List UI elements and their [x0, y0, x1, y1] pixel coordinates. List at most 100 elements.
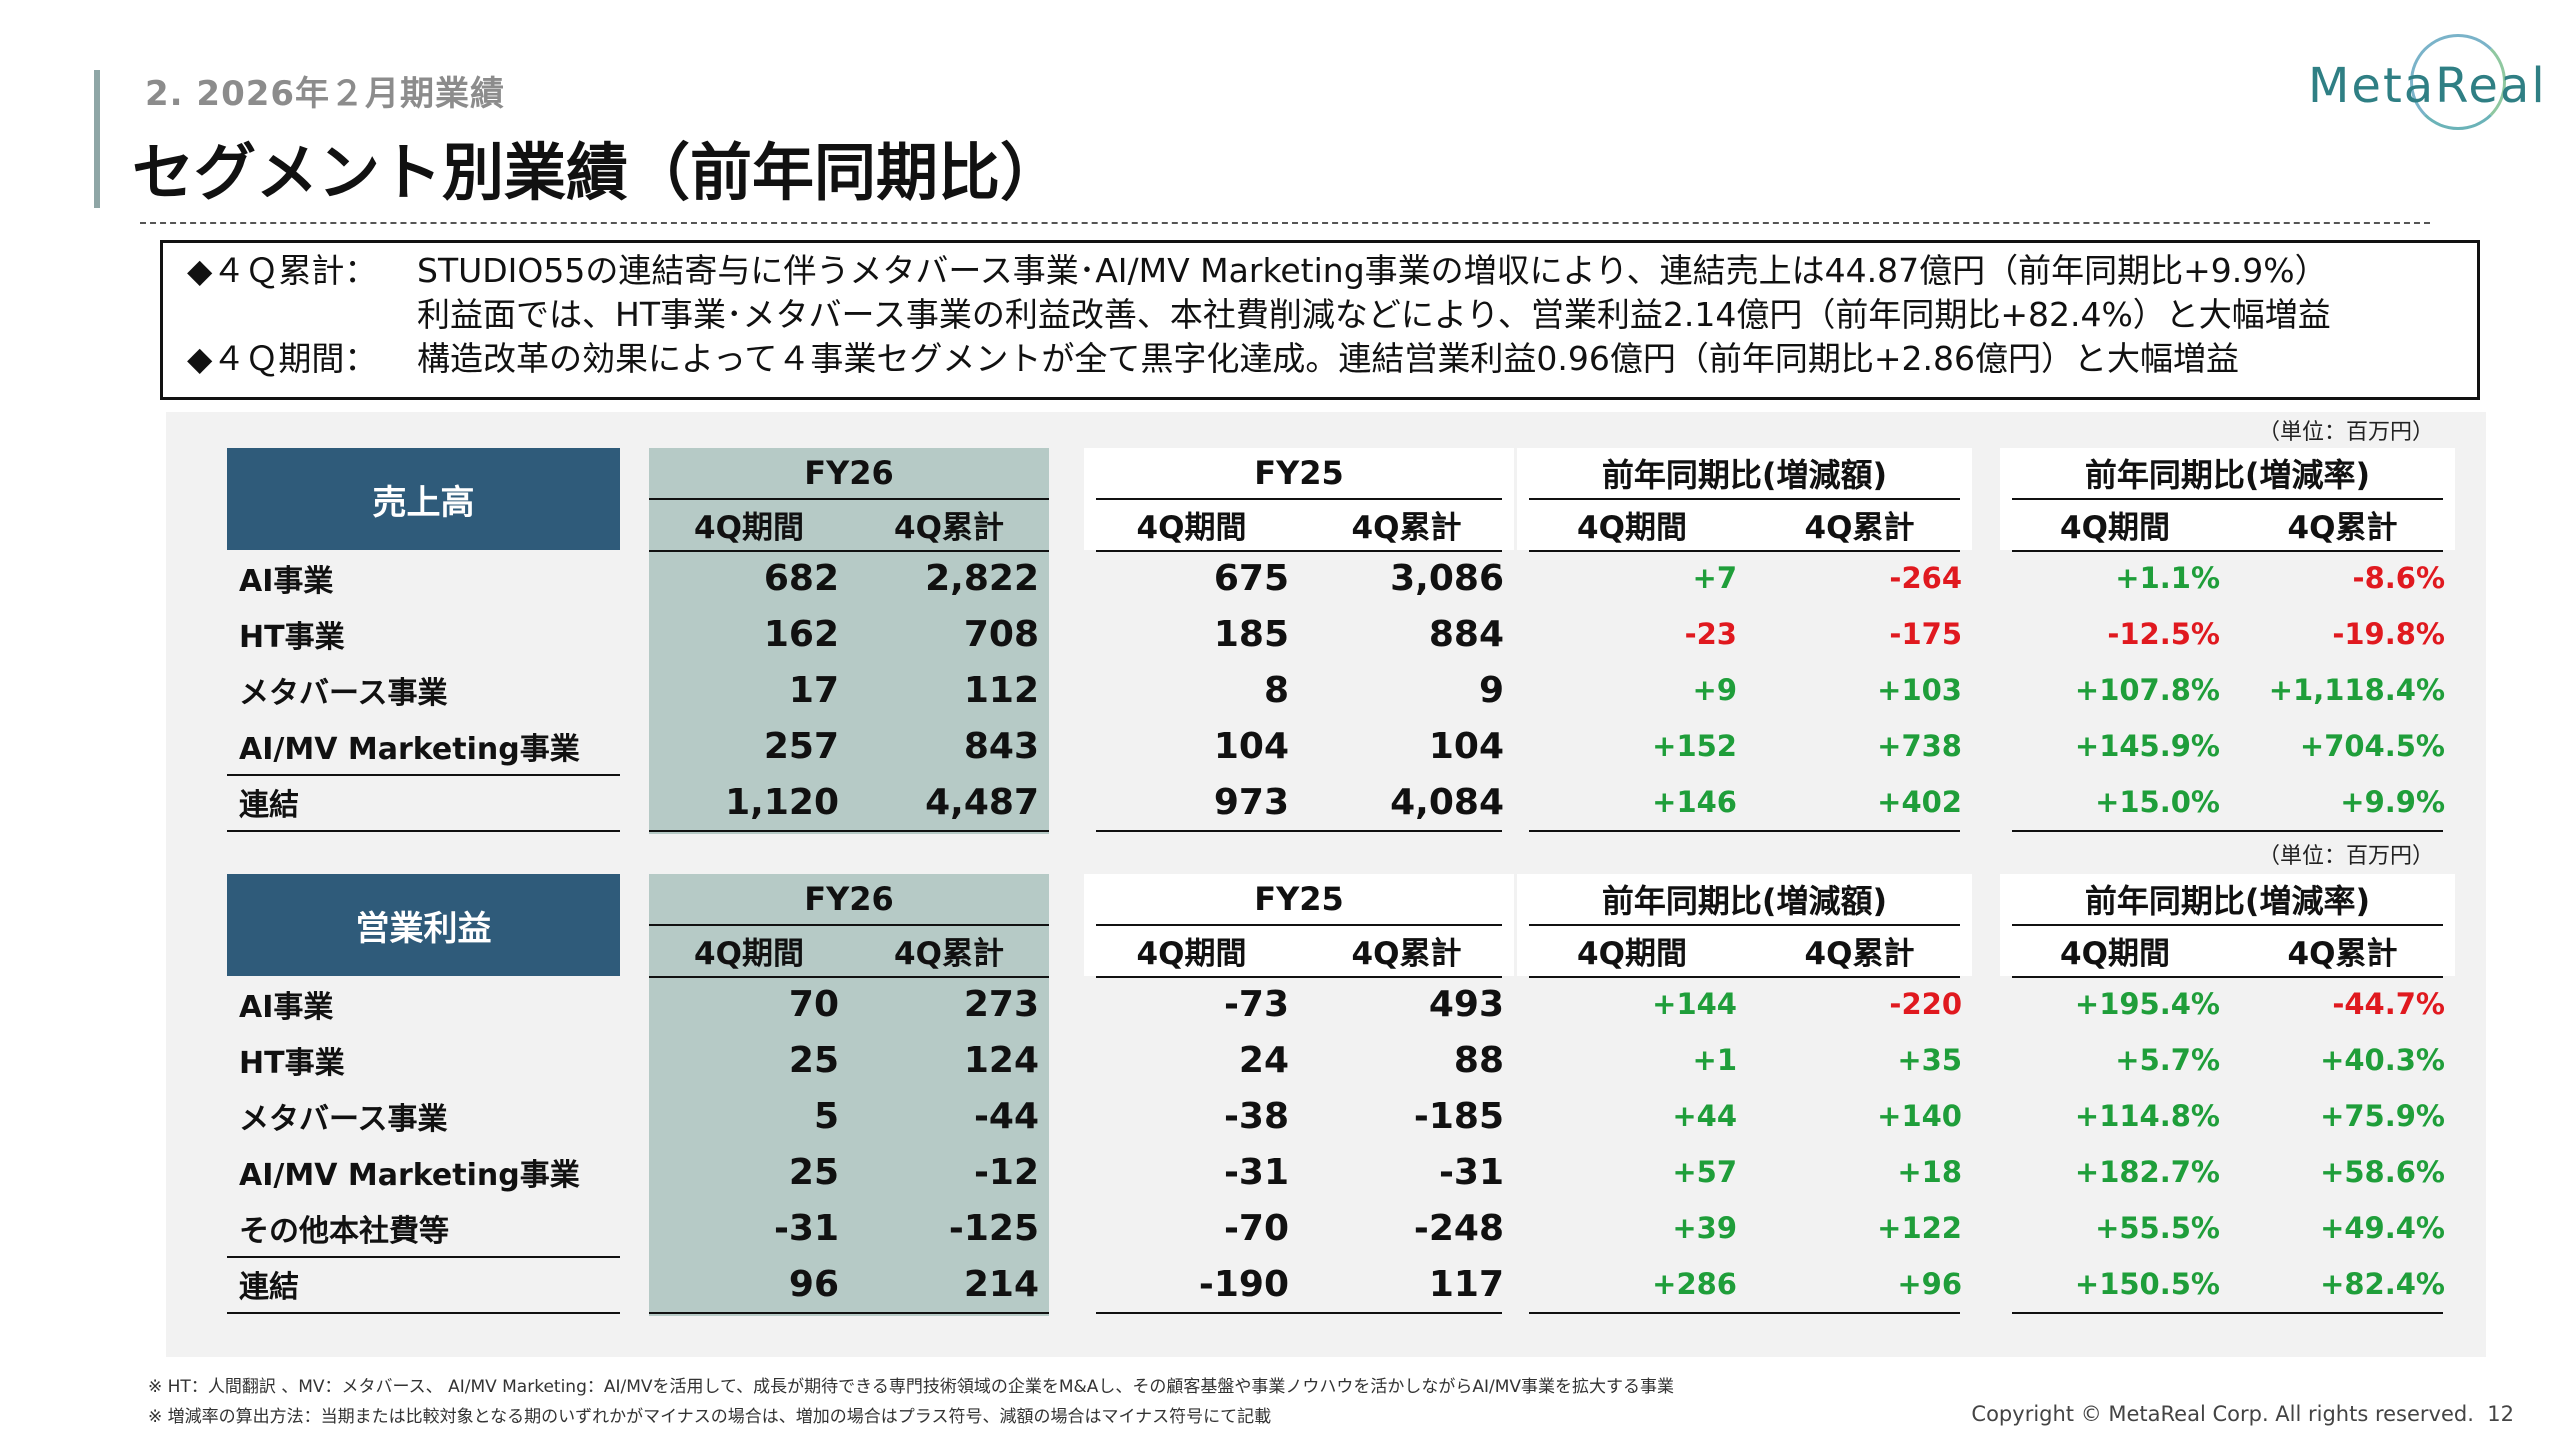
row-label: その他本社費等 [239, 1214, 449, 1249]
total-topline [227, 774, 620, 776]
op-header: 営業利益 [227, 874, 620, 976]
value-cell: 88 [1453, 1039, 1504, 1081]
col-group-header: 前年同期比(増減額) [1601, 882, 1888, 920]
header-underline [2012, 550, 2443, 552]
value-cell: -190 [1198, 1263, 1289, 1305]
col-group-header: FY25 [1254, 880, 1344, 918]
logo-ring-icon [2410, 34, 2506, 130]
sub-col-header: 4Q期間 [2060, 509, 2170, 546]
sub-col-header: 4Q累計 [1351, 935, 1462, 972]
row-label: HT事業 [239, 620, 345, 655]
section-label: 2. 2026年２月期業績 [145, 74, 506, 114]
value-cell: 24 [1238, 1039, 1289, 1081]
title-divider [140, 222, 2430, 224]
metareal-logo: MetaReal [2300, 30, 2545, 140]
value-cell: +9.9% [2340, 785, 2445, 819]
value-cell: 843 [963, 725, 1039, 767]
value-cell: +15.0% [2095, 785, 2220, 819]
value-cell: -31 [1223, 1151, 1289, 1193]
value-cell: 4,084 [1390, 781, 1504, 823]
value-cell: +704.5% [2299, 729, 2445, 763]
footnote-1: ※ HT：人間翻訳 、MV：メタバース、 AI/MV Marketing：AI/… [148, 1377, 1675, 1397]
value-cell: 124 [963, 1039, 1039, 1081]
value-cell: +182.7% [2074, 1155, 2220, 1189]
col-group-header: FY26 [804, 880, 894, 918]
col-group-header: FY26 [804, 454, 894, 492]
summary-text-1: STUDIO55の連結寄与に伴うメタバース事業･AI/MV Marketing事… [417, 251, 2328, 290]
value-cell: 9 [1478, 669, 1504, 711]
sub-col-header: 4Q期間 [1577, 509, 1687, 546]
group-underline [649, 924, 1049, 926]
value-cell: 112 [963, 669, 1039, 711]
value-cell: 214 [963, 1263, 1039, 1305]
row-label: メタバース事業 [239, 676, 448, 711]
row-label: HT事業 [239, 1046, 345, 1081]
col-group-header: FY25 [1254, 454, 1344, 492]
value-cell: +286 [1652, 1267, 1737, 1301]
value-cell: -31 [773, 1207, 839, 1249]
value-cell: 25 [788, 1039, 839, 1081]
copyright: Copyright © MetaReal Corp. All rights re… [1971, 1402, 2514, 1426]
value-cell: 675 [1213, 557, 1289, 599]
value-cell: -8.6% [2352, 561, 2445, 595]
table-bottomline [1096, 830, 1502, 832]
value-cell: -175 [1889, 617, 1962, 651]
sub-col-header: 4Q累計 [2287, 935, 2398, 972]
header-underline [1529, 550, 1960, 552]
value-cell: +738 [1877, 729, 1962, 763]
value-cell: +9 [1692, 673, 1737, 707]
value-cell: 4,487 [925, 781, 1039, 823]
group-underline [1529, 498, 1960, 500]
value-cell: +5.7% [2115, 1043, 2220, 1077]
row-label: 連結 [239, 1270, 299, 1305]
value-cell: +7 [1692, 561, 1737, 595]
value-cell: +150.5% [2074, 1267, 2220, 1301]
value-cell: -23 [1684, 617, 1737, 651]
value-cell: +35 [1897, 1043, 1962, 1077]
value-cell: +82.4% [2320, 1267, 2445, 1301]
fy26-band [649, 448, 1049, 834]
col-group-header: 前年同期比(増減率) [2084, 456, 2371, 494]
sub-col-header: 4Q期間 [1136, 935, 1247, 972]
sub-col-header: 4Q期間 [2060, 935, 2170, 972]
page-number: 12 [2487, 1402, 2514, 1426]
value-cell: 973 [1213, 781, 1289, 823]
page-title: セグメント別業績（前年同期比） [132, 136, 1063, 209]
value-cell: 2,822 [925, 557, 1039, 599]
value-cell: 185 [1213, 613, 1289, 655]
value-cell: 25 [788, 1151, 839, 1193]
value-cell: -19.8% [2332, 617, 2445, 651]
group-underline [1529, 924, 1960, 926]
title-accent-bar [94, 70, 100, 208]
value-cell: 3,086 [1390, 557, 1504, 599]
col-group-header: 前年同期比(増減額) [1601, 456, 1888, 494]
value-cell: +1 [1692, 1043, 1737, 1077]
header-underline [1096, 976, 1502, 978]
sub-col-header: 4Q累計 [2287, 509, 2398, 546]
group-underline [649, 498, 1049, 500]
sales-header: 売上高 [227, 448, 620, 550]
value-cell: 8 [1263, 669, 1289, 711]
value-cell: +122 [1877, 1211, 1962, 1245]
value-cell: -73 [1223, 983, 1289, 1025]
value-cell: 257 [763, 725, 839, 767]
value-cell: -12 [973, 1151, 1039, 1193]
value-cell: 493 [1428, 983, 1504, 1025]
total-topline [227, 1256, 620, 1258]
value-cell: +39 [1672, 1211, 1737, 1245]
row-label: AI/MV Marketing事業 [239, 732, 580, 767]
value-cell: +103 [1877, 673, 1962, 707]
col-group-header: 前年同期比(増減率) [2084, 882, 2371, 920]
header-underline [1529, 976, 1960, 978]
table-bottomline [1096, 1312, 1502, 1314]
header-underline [649, 550, 1049, 552]
row-label: メタバース事業 [239, 1102, 448, 1137]
value-cell: 104 [1428, 725, 1504, 767]
sales-table: 売上高 FY26 4Q期間 4Q累計 FY25 4Q期間 4Q累計 前年同期比(増減額) 4Q期… [227, 448, 2457, 834]
operating-profit-table: 営業利益 FY26 4Q期間 4Q累計 FY25 4Q期間 4Q累計 前年同期比(増減額) 4Q… [227, 874, 2457, 1334]
row-label: 連結 [239, 788, 299, 823]
value-cell: +152 [1652, 729, 1737, 763]
sub-col-header: 4Q期間 [1577, 935, 1687, 972]
value-cell: -125 [948, 1207, 1039, 1249]
header-underline [1096, 550, 1502, 552]
